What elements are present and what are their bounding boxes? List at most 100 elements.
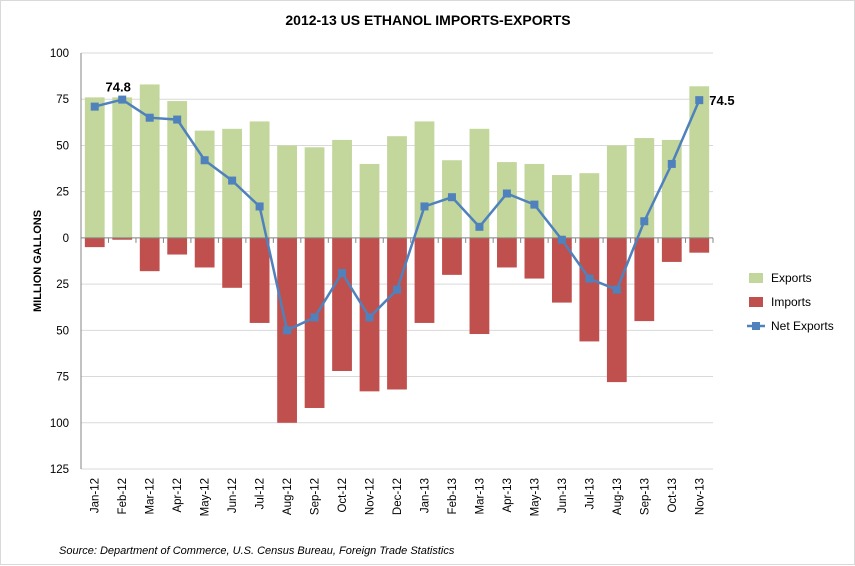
- x-tick-label: Nov-12: [365, 478, 377, 515]
- exports-bar: [277, 145, 297, 238]
- imports-bar: [112, 237, 133, 240]
- imports-bar: [414, 237, 435, 323]
- imports-bar: [579, 237, 600, 342]
- x-tick-label: May-13: [529, 478, 541, 516]
- imports-bar: [332, 237, 352, 372]
- data-label: 74.8: [106, 80, 131, 95]
- y-tick-label: 75: [56, 372, 69, 384]
- y-tick-labels: 100 75 50 25 0 25 50 75 100 125: [50, 48, 69, 476]
- imports-bar: [139, 237, 160, 272]
- legend-marker-net-exports: [752, 322, 760, 330]
- exports-bar: [112, 97, 133, 238]
- legend-label-imports: Imports: [771, 295, 811, 309]
- exports-bar: [167, 101, 188, 238]
- net-exports-marker: [420, 202, 429, 211]
- x-tick-label: Sep-12: [310, 478, 322, 515]
- imports-bar: [551, 237, 572, 303]
- net-exports-marker: [640, 217, 649, 226]
- x-tick-label: Nov-13: [694, 478, 706, 515]
- x-tick-label: Apr-13: [502, 478, 514, 513]
- source-note: Source: Department of Commerce, U.S. Cen…: [59, 545, 455, 557]
- legend: Exports Imports Net Exports: [747, 271, 834, 333]
- axes-group: [80, 53, 714, 469]
- x-tick-label: Jun-12: [227, 478, 239, 513]
- bars-group: [84, 84, 710, 423]
- y-tick-label: 50: [56, 325, 69, 337]
- imports-bar: [469, 237, 490, 335]
- legend-label-exports: Exports: [771, 271, 812, 285]
- imports-bar: [84, 237, 105, 248]
- y-tick-label: 25: [56, 279, 69, 291]
- x-tick-label: Feb-12: [117, 478, 129, 514]
- exports-bar: [497, 162, 517, 238]
- x-tick-labels: Jan-12 Feb-12 Mar-12 Apr-12 May-12 Jun-12 Jul-…: [90, 478, 707, 516]
- y-tick-label: 100: [50, 48, 69, 60]
- exports-bar: [469, 128, 490, 238]
- y-tick-label: 25: [56, 187, 69, 199]
- x-tick-label: Jul-12: [255, 478, 267, 509]
- imports-bar: [661, 237, 682, 262]
- net-exports-marker: [695, 96, 704, 105]
- exports-bar: [304, 147, 325, 238]
- net-exports-marker: [255, 202, 264, 211]
- net-exports-marker: [173, 115, 182, 124]
- y-tick-label: 125: [50, 464, 69, 476]
- exports-bar: [84, 97, 105, 238]
- x-tick-label: Dec-12: [392, 478, 404, 515]
- x-tick-label: Jun-13: [557, 478, 569, 513]
- imports-bar: [387, 237, 407, 390]
- exports-bar: [332, 139, 352, 238]
- x-tick-label: May-12: [200, 478, 212, 516]
- x-tick-label: Oct-12: [337, 478, 349, 513]
- net-exports-line-group: [90, 95, 704, 335]
- exports-bar: [249, 121, 270, 238]
- data-label: 74.5: [709, 93, 734, 108]
- x-tick-label: Apr-12: [172, 478, 184, 513]
- exports-bar: [579, 173, 600, 238]
- exports-bar: [387, 136, 407, 238]
- net-exports-marker: [200, 156, 209, 165]
- y-tick-label: 0: [63, 233, 69, 245]
- net-exports-marker: [90, 102, 99, 111]
- net-exports-marker: [283, 326, 292, 335]
- legend-label-net-exports: Net Exports: [771, 319, 834, 333]
- y-axis-label: MILLION GALLONS: [32, 210, 44, 312]
- exports-bar: [194, 130, 215, 238]
- net-exports-marker: [228, 176, 237, 185]
- net-exports-marker: [310, 313, 319, 322]
- chart-title: 2012-13 US ETHANOL IMPORTS-EXPORTS: [285, 12, 570, 28]
- net-exports-marker: [365, 313, 374, 322]
- net-exports-marker: [447, 193, 456, 202]
- exports-bar: [661, 139, 682, 238]
- imports-bar: [194, 237, 215, 268]
- x-tick-label: Mar-12: [145, 478, 157, 514]
- net-exports-marker: [145, 113, 154, 122]
- x-tick-label: Aug-12: [282, 478, 294, 515]
- x-tick-label: Jul-13: [584, 478, 596, 509]
- x-tick-label: Jan-13: [419, 478, 431, 513]
- legend-swatch-imports: [749, 297, 763, 307]
- imports-bar: [606, 237, 627, 383]
- x-tick-label: Feb-13: [447, 478, 459, 514]
- imports-bar: [524, 237, 545, 279]
- imports-bar: [689, 237, 710, 253]
- net-exports-marker: [118, 95, 127, 104]
- annotations: 74.8 74.5: [106, 80, 735, 109]
- imports-bar: [222, 237, 243, 288]
- y-tick-label: 50: [56, 140, 69, 152]
- net-exports-marker: [475, 222, 484, 231]
- net-exports-marker: [502, 189, 511, 198]
- imports-bar: [167, 237, 188, 255]
- exports-bar: [139, 84, 160, 238]
- net-exports-marker: [667, 159, 676, 168]
- y-tick-label: 100: [50, 418, 69, 430]
- imports-bar: [634, 237, 655, 322]
- net-exports-marker: [612, 285, 621, 294]
- imports-bar: [497, 237, 517, 268]
- net-exports-marker: [393, 285, 401, 294]
- imports-bar: [442, 237, 462, 275]
- net-exports-marker: [585, 274, 594, 283]
- exports-bar: [551, 175, 572, 238]
